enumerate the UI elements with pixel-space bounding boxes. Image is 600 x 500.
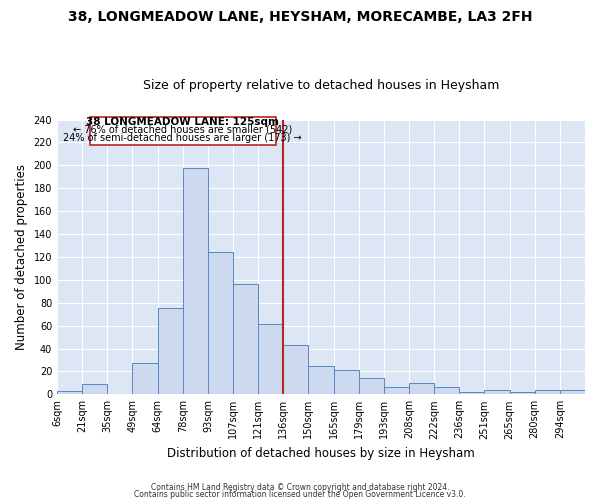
Title: Size of property relative to detached houses in Heysham: Size of property relative to detached ho… bbox=[143, 79, 499, 92]
Text: 38 LONGMEADOW LANE: 125sqm: 38 LONGMEADOW LANE: 125sqm bbox=[86, 118, 279, 128]
Bar bbox=[258, 324, 283, 394]
Bar bbox=[183, 168, 208, 394]
Bar bbox=[359, 378, 384, 394]
X-axis label: Distribution of detached houses by size in Heysham: Distribution of detached houses by size … bbox=[167, 447, 475, 460]
Text: Contains HM Land Registry data © Crown copyright and database right 2024.: Contains HM Land Registry data © Crown c… bbox=[151, 484, 449, 492]
Bar bbox=[484, 390, 509, 394]
Bar bbox=[283, 345, 308, 395]
Text: Contains public sector information licensed under the Open Government Licence v3: Contains public sector information licen… bbox=[134, 490, 466, 499]
Bar bbox=[82, 384, 107, 394]
Text: 24% of semi-detached houses are larger (173) →: 24% of semi-detached houses are larger (… bbox=[64, 133, 302, 143]
Text: ← 76% of detached houses are smaller (542): ← 76% of detached houses are smaller (54… bbox=[73, 125, 292, 135]
Bar bbox=[208, 252, 233, 394]
Text: 38, LONGMEADOW LANE, HEYSHAM, MORECAMBE, LA3 2FH: 38, LONGMEADOW LANE, HEYSHAM, MORECAMBE,… bbox=[68, 10, 532, 24]
Y-axis label: Number of detached properties: Number of detached properties bbox=[15, 164, 28, 350]
Bar bbox=[560, 390, 585, 394]
FancyBboxPatch shape bbox=[90, 118, 276, 144]
Bar bbox=[459, 392, 484, 394]
Bar bbox=[535, 390, 560, 394]
Bar bbox=[409, 383, 434, 394]
Bar bbox=[233, 284, 258, 395]
Bar bbox=[434, 388, 459, 394]
Bar bbox=[384, 388, 409, 394]
Bar bbox=[509, 392, 535, 394]
Bar bbox=[334, 370, 359, 394]
Bar bbox=[158, 308, 183, 394]
Bar bbox=[308, 366, 334, 394]
Bar bbox=[57, 391, 82, 394]
Bar bbox=[133, 364, 158, 394]
